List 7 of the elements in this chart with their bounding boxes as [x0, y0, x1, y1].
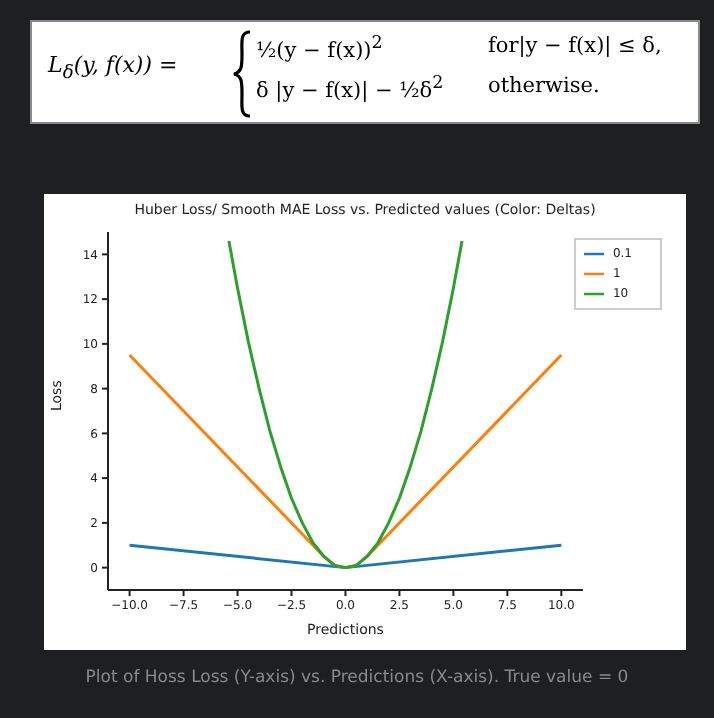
text: L$_{δ}$(y, f(x)) =: [48, 52, 178, 85]
text: for|y − f(x)| ≤ δ,: [488, 34, 662, 58]
text: δ |y − f(x)| − ½δ$^{2}$: [256, 74, 444, 103]
text: Plot of Hoss Loss (Y-axis) vs. Predictions (X-axis). True value = 0: [83, 668, 631, 688]
text: otherwise.: [488, 74, 600, 98]
line-series: [227, 239, 464, 570]
text: ½(y − f(x))$^{2}$: [256, 34, 383, 63]
